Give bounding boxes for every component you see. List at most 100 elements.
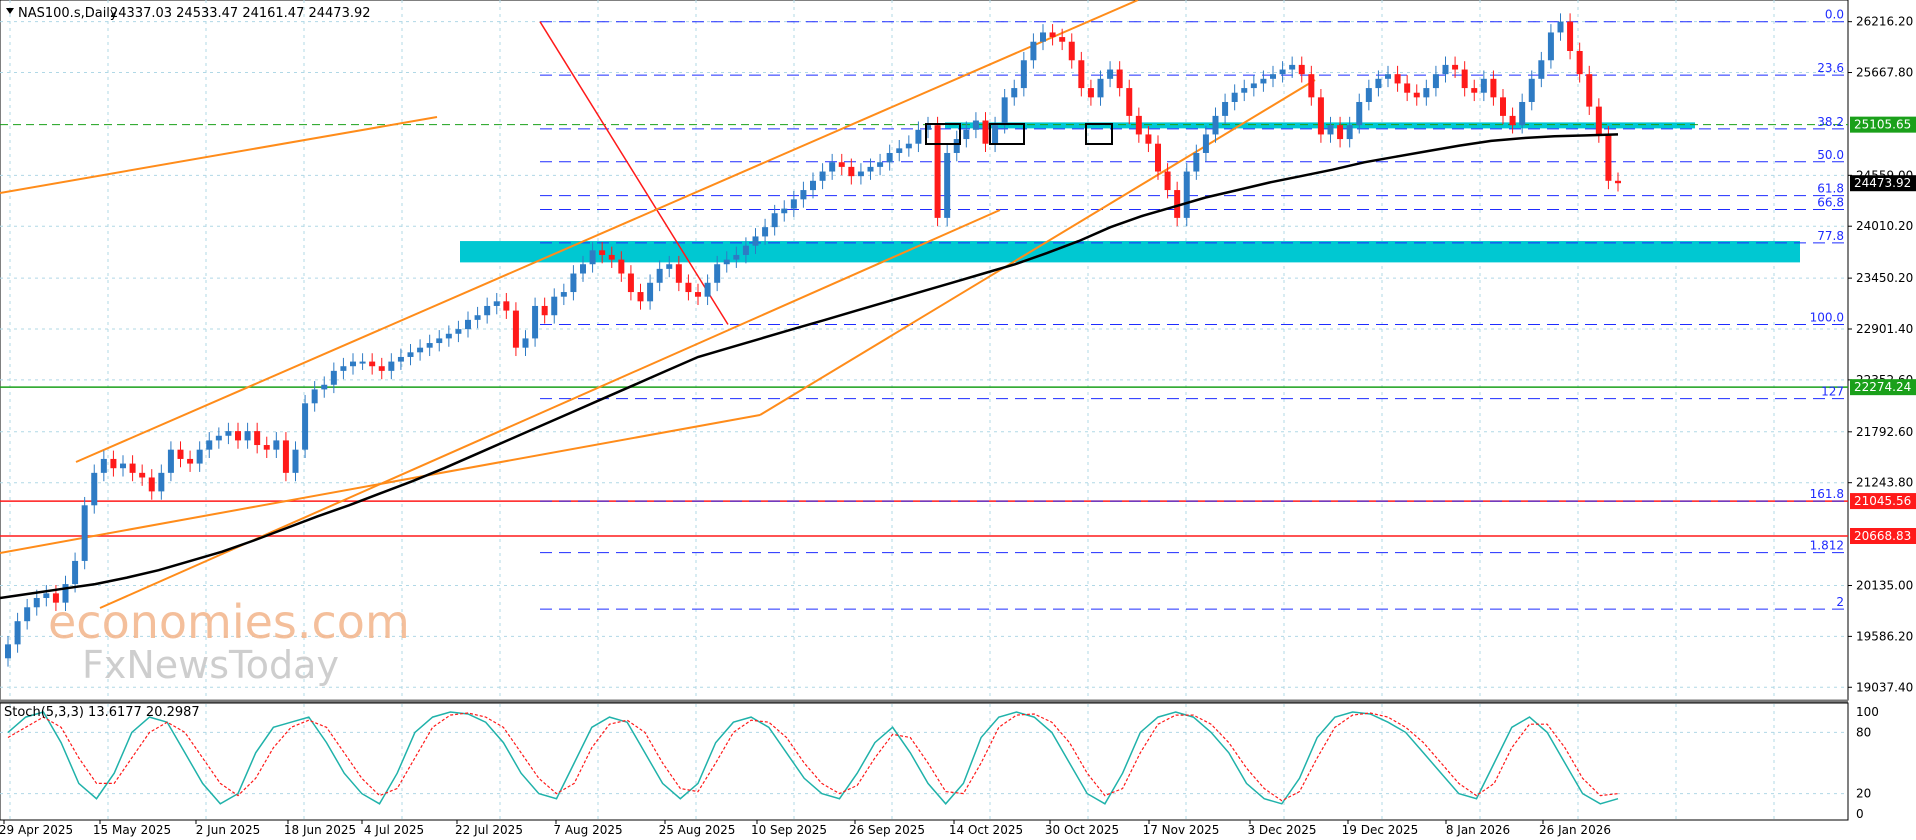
candle-body: [752, 236, 759, 246]
y-tick-label: 23450.20: [1856, 271, 1913, 285]
candle-body: [1461, 69, 1468, 89]
candle-body: [263, 445, 270, 450]
fib-anchor-line: [539, 21, 729, 325]
candle-body: [1557, 21, 1564, 33]
x-tick-label: 10 Sep 2025: [751, 823, 827, 837]
candle-body: [493, 301, 500, 306]
stoch-d-line: [7, 712, 1619, 802]
y-tick-label: 21792.60: [1856, 425, 1913, 439]
candle-body: [72, 560, 79, 585]
candle-body: [800, 190, 807, 200]
price-tag: 25105.65: [1854, 118, 1911, 132]
candle-body: [1164, 171, 1171, 191]
ma-line: [0, 133, 1619, 600]
fib-label: 61.8: [1817, 182, 1844, 196]
candle-body: [1567, 21, 1574, 51]
y-tick-label: 20135.00: [1856, 578, 1913, 592]
candle-body: [532, 305, 539, 339]
price-tags: 25105.65 24473.92 22274.24 21045.56 20668.83: [1850, 116, 1916, 545]
candle-body: [1509, 115, 1516, 126]
chart-symbol: NAS100.s,Daily: [18, 6, 118, 21]
candle-body: [62, 584, 69, 603]
candle-body: [1308, 74, 1315, 98]
candle-body: [1346, 125, 1353, 140]
fib-label: 66.8: [1817, 196, 1844, 210]
fib-label: 50.0: [1817, 148, 1844, 162]
candle-body: [321, 384, 328, 390]
candle-body: [1260, 78, 1267, 84]
candle-body: [1480, 78, 1487, 93]
candle-body: [1155, 143, 1161, 172]
x-tick-label: 14 Oct 2025: [949, 823, 1023, 837]
stoch-tick-label: 20: [1856, 787, 1871, 801]
candle-body: [1241, 88, 1248, 93]
candle-body: [1202, 134, 1209, 153]
candle-body: [877, 162, 884, 167]
candle-body: [1394, 74, 1401, 84]
fib-label: 161.8: [1810, 487, 1844, 501]
candle-body: [992, 125, 999, 144]
y-tick-label: 26216.20: [1856, 15, 1913, 29]
highlight-boxes: [925, 123, 1113, 145]
fib-label: 100.0: [1810, 311, 1844, 325]
x-tick-label: 30 Oct 2025: [1045, 823, 1119, 837]
candle-body: [1250, 83, 1257, 89]
candle-body: [953, 139, 960, 153]
watermark: economies.com FxNewsToday: [48, 595, 410, 687]
candle-body: [1126, 88, 1133, 116]
candle-body: [5, 644, 11, 659]
candle-body: [1500, 97, 1506, 116]
candle-body: [436, 338, 443, 344]
candle-body: [206, 440, 213, 450]
candle-body: [1049, 32, 1056, 38]
candle-body: [282, 440, 289, 473]
candle-body: [474, 315, 481, 320]
fib-label: 2: [1836, 595, 1844, 609]
candle-body: [1385, 74, 1391, 79]
candle-body: [407, 352, 414, 357]
candle-body: [1442, 64, 1449, 75]
candle-body: [1317, 97, 1324, 135]
candle-body: [340, 366, 347, 371]
x-tick-label: 22 Jul 2025: [455, 823, 523, 837]
candle-body: [426, 343, 433, 348]
candle-body: [637, 292, 644, 302]
dropdown-icon[interactable]: [6, 8, 14, 14]
candle-body: [91, 472, 98, 506]
candle-body: [867, 166, 874, 172]
x-tick-label: 17 Nov 2025: [1143, 823, 1220, 837]
candle-body: [1490, 78, 1497, 98]
candle-body: [589, 250, 596, 265]
candle-body: [33, 598, 40, 608]
y-tick-label: 25667.80: [1856, 66, 1913, 80]
candle-body: [1030, 41, 1037, 61]
price-tag-bg: [1850, 528, 1916, 545]
moving-average: [0, 133, 1619, 600]
candle-body: [1528, 78, 1535, 102]
candle-body: [503, 301, 510, 311]
candle-body: [1107, 69, 1114, 79]
candle-body: [522, 338, 529, 348]
candle-body: [369, 361, 376, 367]
candle-body: [647, 282, 654, 302]
price-tag-bg: [1850, 379, 1916, 396]
candle-body: [129, 463, 136, 473]
candle-body: [1327, 125, 1334, 135]
candle-body: [886, 152, 893, 163]
fib-label: 0.0: [1825, 8, 1844, 22]
candle-body: [963, 129, 970, 140]
fib-label: 127: [1821, 385, 1844, 399]
candle-body: [417, 347, 424, 353]
y-tick-label: 22901.40: [1856, 322, 1913, 336]
candle-body: [484, 305, 491, 316]
candle-body: [455, 329, 462, 334]
candles: [5, 13, 1621, 667]
candle-body: [608, 254, 615, 260]
candle-body: [551, 296, 558, 316]
fib-label: 1.812: [1810, 539, 1844, 553]
candle-body: [225, 431, 232, 436]
candle-body: [1116, 69, 1123, 89]
x-tick-label: 29 Apr 2025: [0, 823, 73, 837]
candle-body: [148, 477, 155, 492]
candle-body: [100, 458, 107, 473]
